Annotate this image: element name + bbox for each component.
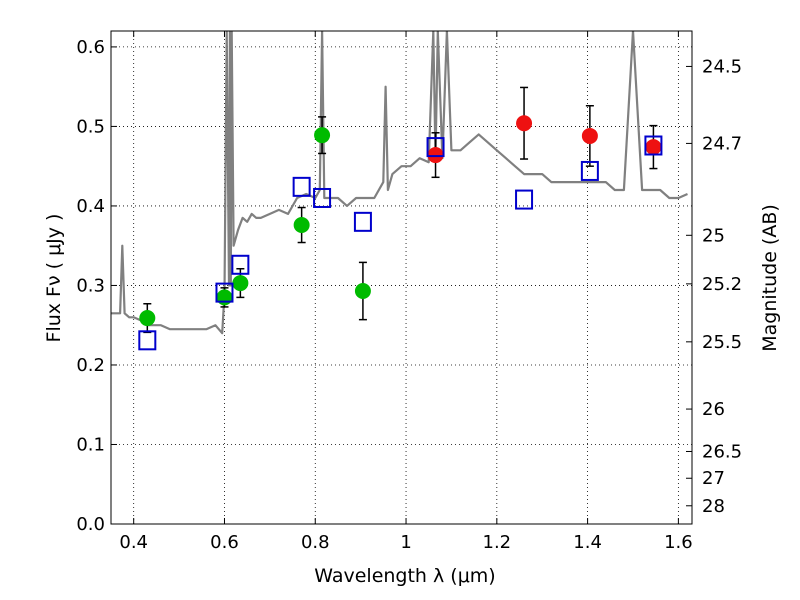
mag-tick-label: 25 bbox=[702, 225, 725, 246]
data-point bbox=[293, 217, 310, 234]
mag-tick-label: 25.2 bbox=[702, 274, 742, 295]
data-point bbox=[427, 147, 444, 164]
grid bbox=[111, 31, 692, 525]
plot-background bbox=[111, 31, 692, 524]
data-point bbox=[516, 115, 533, 132]
mag-tick-label: 24.7 bbox=[702, 133, 742, 154]
x-axis-label: Wavelength λ (μm) bbox=[314, 565, 495, 587]
y-tick-label: 0.0 bbox=[76, 514, 105, 535]
y-tick-label: 0.6 bbox=[76, 37, 105, 58]
x-tick-label: 1 bbox=[400, 532, 411, 553]
data-point bbox=[314, 127, 331, 144]
data-point bbox=[139, 310, 156, 327]
model-square bbox=[644, 135, 663, 156]
spectrum-line bbox=[111, 31, 688, 335]
y-tick-label: 0.4 bbox=[76, 196, 105, 217]
axis-ticks: 0.4 0.6 0.8 1 1.2 1.4 1.6 0.0 0.1 0.2 0.3 0.4 0.5 0.6… bbox=[76, 31, 742, 553]
mag-tick-label: 27 bbox=[702, 468, 725, 489]
mag-tick-label: 26 bbox=[702, 399, 725, 420]
model-square bbox=[580, 160, 599, 181]
y-axis-label: Flux Fν ( μJy ) bbox=[43, 214, 65, 343]
mag-tick-label: 28 bbox=[702, 496, 725, 517]
plot-frame bbox=[110, 30, 693, 525]
model-square bbox=[353, 211, 372, 232]
model-square bbox=[292, 176, 311, 197]
model-square bbox=[313, 187, 332, 208]
mag-tick-label: 25.5 bbox=[702, 332, 742, 353]
model-square bbox=[231, 254, 250, 275]
model-square bbox=[138, 330, 157, 351]
data-point bbox=[354, 283, 371, 300]
model-square bbox=[215, 282, 234, 303]
mag-tick-label: 26.5 bbox=[702, 441, 742, 462]
data-point bbox=[216, 289, 233, 306]
data-point bbox=[645, 139, 662, 156]
y-tick-label: 0.2 bbox=[76, 355, 105, 376]
y2-axis-label: Magnitude (AB) bbox=[759, 204, 781, 352]
plot-content bbox=[111, 31, 688, 351]
y-tick-label: 0.5 bbox=[76, 116, 105, 137]
y-tick-label: 0.1 bbox=[76, 434, 105, 455]
mag-tick-label: 24.5 bbox=[702, 56, 742, 77]
data-point bbox=[581, 127, 598, 144]
x-tick-label: 1.4 bbox=[573, 532, 602, 553]
x-tick-label: 0.8 bbox=[301, 532, 330, 553]
model-square bbox=[515, 189, 534, 210]
x-tick-label: 0.4 bbox=[119, 532, 148, 553]
data-point bbox=[232, 275, 249, 292]
x-tick-label: 0.6 bbox=[210, 532, 239, 553]
model-square bbox=[426, 137, 445, 158]
x-tick-label: 1.6 bbox=[664, 532, 693, 553]
y-tick-label: 0.3 bbox=[76, 275, 105, 296]
x-tick-label: 1.2 bbox=[483, 532, 512, 553]
